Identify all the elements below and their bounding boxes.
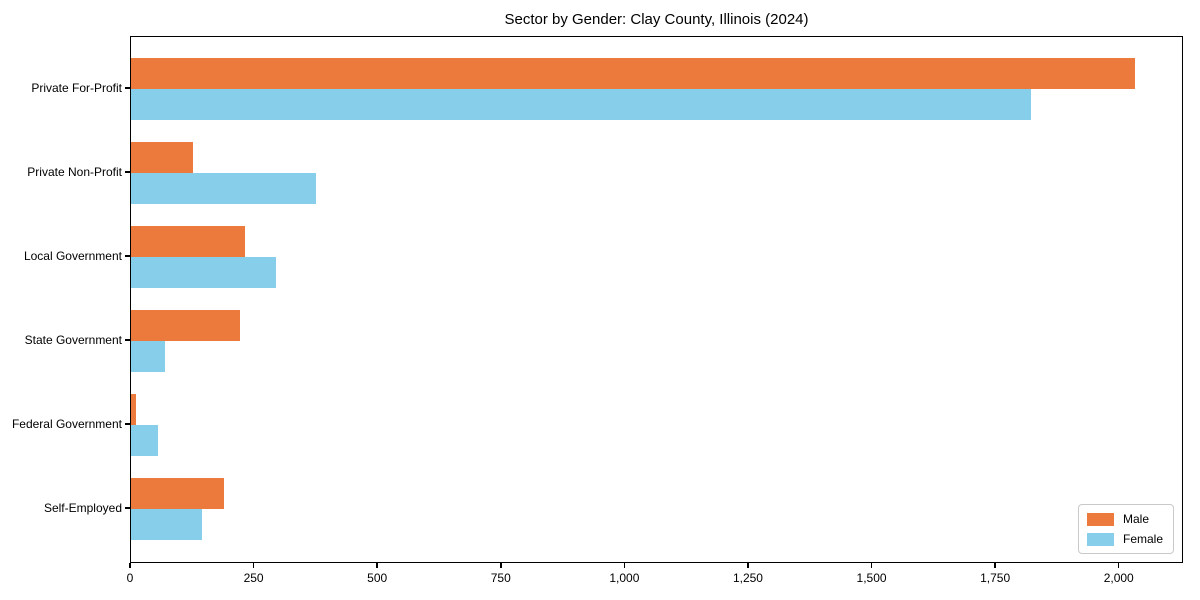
y-axis-label: Federal Government	[11, 417, 122, 431]
bar-female-1	[131, 173, 317, 204]
chart-title: Sector by Gender: Clay County, Illinois …	[504, 11, 809, 28]
x-axis-label: 500	[367, 571, 388, 585]
y-tick-mark	[125, 507, 130, 509]
x-tick-mark	[129, 563, 131, 568]
y-axis-label: Private For-Profit	[31, 81, 122, 95]
y-axis-label: Local Government	[23, 249, 122, 263]
bar-male-4	[131, 394, 137, 425]
x-tick-mark	[500, 563, 502, 568]
x-axis-label: 1,000	[609, 571, 640, 585]
x-tick-mark	[994, 563, 996, 568]
x-tick-mark	[747, 563, 749, 568]
x-axis-label: 1,500	[856, 571, 887, 585]
bar-female-5	[131, 509, 203, 540]
x-tick-mark	[252, 563, 255, 568]
x-axis-label: 250	[243, 571, 264, 585]
x-axis-label: 1,250	[732, 571, 763, 585]
bar-male-0	[131, 58, 1135, 89]
y-tick-mark	[125, 87, 130, 89]
y-tick-mark	[125, 171, 130, 173]
x-tick-mark	[870, 563, 873, 568]
x-tick-mark	[1117, 563, 1120, 568]
bar-female-3	[131, 341, 166, 372]
bar-male-1	[131, 142, 193, 173]
female-swatch	[1086, 532, 1114, 546]
legend-label: Female	[1122, 532, 1163, 546]
y-tick-mark	[125, 255, 130, 257]
x-tick-mark	[376, 563, 378, 568]
y-axis-label: State Government	[24, 333, 122, 347]
bar-male-2	[131, 226, 245, 257]
x-axis-label: 2,000	[1103, 571, 1134, 585]
bar-female-2	[131, 257, 276, 288]
y-axis-label: Self-Employed	[43, 501, 122, 515]
x-tick-mark	[623, 563, 626, 568]
bar-female-4	[131, 425, 158, 456]
plot-area: Male Female	[130, 36, 1183, 563]
y-tick-mark	[125, 423, 130, 425]
male-swatch	[1086, 512, 1114, 526]
bar-female-0	[131, 89, 1031, 120]
x-axis-label: 750	[490, 571, 511, 585]
bar-male-3	[131, 310, 240, 341]
x-axis-label: 1,750	[980, 571, 1011, 585]
legend-entry-female: Female	[1086, 532, 1163, 546]
bar-male-5	[131, 478, 225, 509]
legend-entry-male: Male	[1086, 512, 1163, 526]
legend: Male Female	[1077, 504, 1174, 554]
y-tick-mark	[125, 339, 130, 341]
y-axis-label: Private Non-Profit	[27, 165, 122, 179]
x-axis-label: 0	[126, 571, 134, 585]
legend-label: Male	[1122, 512, 1149, 526]
